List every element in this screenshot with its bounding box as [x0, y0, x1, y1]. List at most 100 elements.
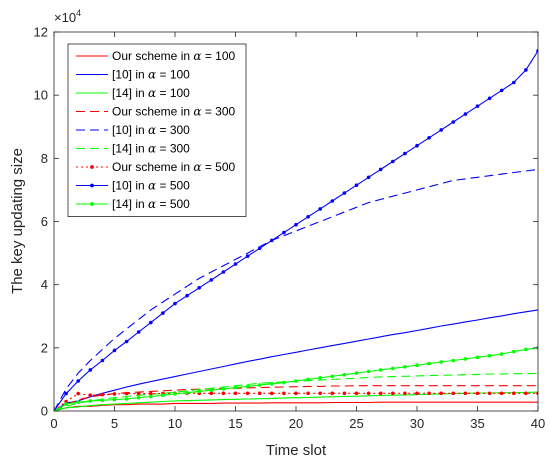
series-8-point: [342, 191, 347, 195]
series-7-point: [487, 391, 492, 396]
series-9-point: [100, 398, 105, 403]
series-8-point: [354, 183, 359, 187]
series-9-point: [475, 355, 480, 360]
series-7-point: [463, 391, 468, 396]
series-8-point: [185, 293, 189, 298]
series-9-point: [451, 358, 456, 363]
series-7-point: [330, 391, 335, 396]
series-9-point: [76, 400, 80, 405]
series-7-point: [475, 391, 480, 396]
series-7-point: [257, 391, 262, 396]
series-9-point: [306, 377, 310, 382]
series-8-point: [451, 120, 456, 124]
legend-entry-9: [14] in α = 500: [112, 197, 190, 211]
series-7-point: [427, 391, 431, 396]
series-line-4: [54, 385, 538, 411]
legend-entry-3: [14] in α = 100: [112, 86, 190, 100]
series-7-point: [366, 391, 371, 396]
series-8-point: [512, 80, 516, 85]
legend-entry-5: [10] in α = 300: [112, 123, 190, 137]
series-9-point: [136, 395, 141, 400]
series-7-point: [233, 391, 238, 396]
series-9-point: [161, 393, 165, 398]
series-7-point: [282, 391, 286, 396]
series-7-point: [306, 391, 310, 396]
series-7-point: [512, 391, 516, 396]
series-9-point: [366, 369, 371, 374]
series-7-point: [112, 392, 117, 396]
series-8-point: [524, 68, 528, 72]
series-9-point: [282, 380, 286, 385]
series-8-point: [499, 88, 504, 93]
series-9-point: [427, 361, 431, 366]
series-7-point: [536, 391, 538, 396]
plot-area: [54, 49, 538, 411]
series-8-point: [403, 151, 407, 156]
series-line-7: [54, 392, 538, 411]
series-9-point: [270, 382, 274, 386]
series-9-point: [354, 371, 359, 375]
series-7-point: [451, 391, 456, 396]
series-8-point: [270, 238, 274, 243]
series-7-point: [270, 391, 274, 396]
series-8-point: [306, 215, 310, 219]
series-8-point: [294, 222, 298, 227]
legend-entry-8: [10] in α = 500: [112, 179, 190, 193]
series-8-point: [282, 230, 286, 235]
series-8-point: [245, 254, 250, 258]
series-9-point: [403, 365, 407, 369]
series-7-point: [342, 391, 347, 396]
legend-entry-1: Our scheme in α = 100: [112, 49, 236, 63]
series-8-point: [64, 391, 68, 396]
series-8-point: [136, 330, 141, 334]
series-7-point: [294, 391, 298, 396]
y-axis-exponent-base: ×10: [54, 10, 76, 25]
series-8-point: [209, 278, 214, 282]
series-9-point: [391, 366, 395, 371]
series-8-point: [415, 143, 419, 148]
series-8-point: [378, 167, 383, 172]
series-9-point: [463, 357, 468, 361]
series-8-point: [221, 270, 226, 274]
series-9-point: [124, 397, 129, 401]
y-tick-label: 12: [34, 25, 48, 40]
legend-entry-6: [14] in α = 300: [112, 142, 190, 156]
series-7-point: [378, 391, 383, 396]
series-8-point: [173, 301, 177, 306]
legend-swatch-marker: [90, 165, 94, 169]
series-8-point: [88, 368, 93, 372]
y-axis-exponent-power: 4: [76, 8, 81, 18]
legend: Our scheme in α = 100 [10] in α = 100 [14]…: [67, 43, 247, 217]
series-7-point: [88, 393, 93, 398]
series-9-point: [185, 390, 189, 395]
series-line-3: [54, 391, 538, 411]
y-axis-exponent: ×104: [54, 8, 81, 25]
y-axis-label: The key updating size: [9, 148, 26, 294]
series-8-point: [536, 49, 538, 53]
x-tick-label: 0: [50, 416, 57, 431]
series-9-point: [112, 397, 117, 402]
series-8-point: [257, 246, 262, 251]
x-tick-label: 30: [410, 416, 424, 431]
series-9-point: [318, 376, 323, 380]
series-9-point: [88, 399, 93, 403]
legend-entry-7: Our scheme in α = 500: [112, 160, 236, 174]
series-7-point: [439, 391, 444, 396]
series-8-point: [76, 379, 80, 383]
y-tick-label: 4: [41, 277, 48, 292]
series-9-point: [415, 363, 419, 368]
series-9-point: [294, 379, 298, 383]
legend-entry-4: Our scheme in α = 300: [112, 105, 236, 119]
series-9-point: [173, 392, 177, 396]
series-8-point: [427, 136, 431, 140]
series-9-point: [439, 360, 444, 364]
x-tick-label: 15: [228, 416, 242, 431]
series-9-point: [221, 387, 226, 391]
series-8-point: [100, 358, 105, 363]
series-8-point: [318, 207, 323, 211]
y-tick-label: 0: [41, 404, 48, 419]
series-7-point: [499, 391, 504, 396]
series-7-point: [209, 391, 214, 396]
series-9-point: [524, 347, 528, 352]
series-8-point: [391, 159, 395, 164]
